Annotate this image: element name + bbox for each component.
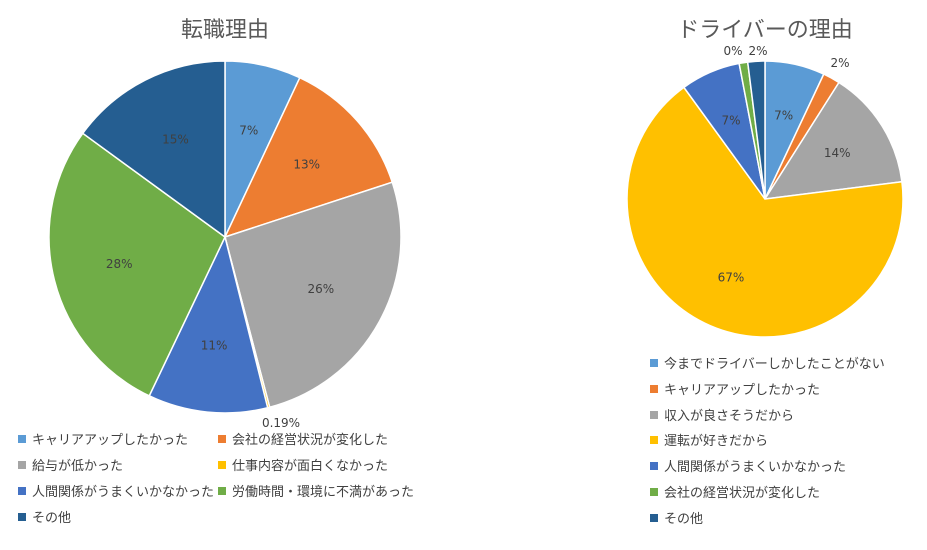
chart-title-right: ドライバーの理由 <box>677 18 853 43</box>
pie-right: 7% 2% 14% 67% 7% 0% 2% <box>626 44 904 338</box>
legend-item: キャリアアップしたかった <box>18 433 188 449</box>
legend-item: 給与が低かった <box>18 459 123 475</box>
legend-item: 今までドライバーしかしたことがない <box>650 357 885 373</box>
data-label: 2% <box>830 56 849 70</box>
legend-item: 会社の経営状況が変化した <box>650 486 820 502</box>
legend-label: 会社の経営状況が変化した <box>664 486 821 501</box>
chart-title-left: 転職理由 <box>180 18 269 43</box>
legend-item: 収入が良さそうだから <box>650 409 794 425</box>
data-label: 0% <box>723 44 742 58</box>
data-label: 2% <box>748 44 767 58</box>
pie-slice <box>223 76 394 239</box>
legend-item: その他 <box>650 512 703 528</box>
legend-label: 今までドライバーしかしたことがない <box>664 357 885 372</box>
legend-label: 会社の経営状況が変化した <box>232 433 389 448</box>
legend-label: キャリアアップしたかった <box>664 383 821 398</box>
legend-label: 収入が良さそうだから <box>664 409 795 424</box>
data-label: 7% <box>239 124 258 138</box>
data-label: 67% <box>718 271 745 285</box>
pie-slice <box>763 81 903 200</box>
legend-item: 人間関係がうまくいかなかった <box>18 485 214 501</box>
legend-item: 労働時間・環境に不満があった <box>218 485 414 501</box>
legend-item: 会社の経営状況が変化した <box>218 433 388 449</box>
legend-item: 人間関係がうまくいかなかった <box>650 460 846 476</box>
data-label: 0.19% <box>262 416 300 430</box>
legend-swatch <box>218 461 226 469</box>
data-label: 15% <box>162 133 189 147</box>
legend-item: キャリアアップしたかった <box>650 383 820 399</box>
data-label: 13% <box>293 158 320 172</box>
legend-label: 給与が低かった <box>32 459 124 474</box>
data-label: 7% <box>774 109 793 123</box>
data-label: 11% <box>201 339 228 353</box>
legend-label: 人間関係がうまくいかなかった <box>664 460 847 475</box>
legend-item: 仕事内容が面白くなかった <box>218 459 388 475</box>
legend-swatch <box>18 513 26 521</box>
pie-slice <box>48 132 226 397</box>
legend-label: キャリアアップしたかった <box>32 433 189 448</box>
data-label: 7% <box>721 114 740 128</box>
legend-swatch <box>650 385 658 393</box>
pie-left: 7% 13% 26% 0.19% 11% 28% 15% <box>48 60 402 430</box>
pie-slice <box>81 60 226 239</box>
pie-slice <box>148 234 269 414</box>
legend-label: 人間関係がうまくいかなかった <box>32 485 215 500</box>
legend-swatch <box>650 411 658 419</box>
legend-item: その他 <box>18 511 71 527</box>
legend-item: 運転が好きだから <box>650 434 768 450</box>
legend-swatch <box>218 435 226 443</box>
legend-swatch <box>218 487 226 495</box>
pie-slice <box>626 86 904 338</box>
pie-slice <box>746 60 766 200</box>
legend-swatch <box>650 436 658 444</box>
legend-label: その他 <box>664 512 704 527</box>
legend-swatch <box>650 514 658 522</box>
legend-swatch <box>18 487 26 495</box>
legend-swatch <box>650 488 658 496</box>
legend-label: 仕事内容が面白くなかった <box>232 459 389 474</box>
legend-swatch <box>650 462 658 470</box>
legend-label: 運転が好きだから <box>664 434 769 449</box>
data-label: 26% <box>307 282 334 296</box>
legend-swatch <box>18 435 26 443</box>
legend-swatch <box>18 461 26 469</box>
data-label: 28% <box>106 257 133 271</box>
legend-label: その他 <box>32 511 72 526</box>
pie-slice <box>224 181 402 409</box>
legend-swatch <box>650 359 658 367</box>
data-label: 14% <box>824 146 851 160</box>
legend-label: 労働時間・環境に不満があった <box>232 485 415 500</box>
